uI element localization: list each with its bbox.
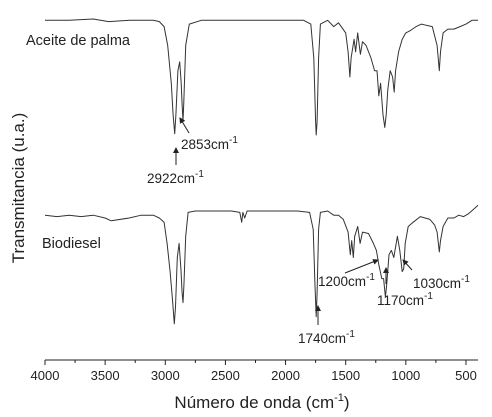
annotation-label-2922: 2922cm-1: [147, 169, 204, 186]
annotation-label-2853: 2853cm-1: [181, 135, 238, 152]
series-label-aceite-de-palma: Aceite de palma: [26, 33, 131, 49]
y-axis-title: Transmitancia (u.a.): [9, 113, 28, 264]
annotation-label-1200: 1200cm-1: [318, 272, 375, 289]
x-axis-title: Número de onda (cm-1): [174, 392, 349, 412]
annotation-1200: 1200cm-1: [318, 259, 379, 289]
series-line-biodiesel: [44, 204, 479, 325]
annotation-2922: 2922cm-1: [147, 147, 204, 186]
annotation-label-1170: 1170cm-1: [377, 291, 433, 308]
series-label-biodiesel: Biodiesel: [42, 236, 101, 252]
x-axis-ticks: 4000 3500 3000 2500 2000 1500 1000 500: [31, 360, 477, 383]
annotation-1740: 1740cm-1: [298, 305, 355, 346]
x-tick-label: 4000: [31, 368, 60, 383]
annotation-label-1030: 1030cm-1: [413, 274, 470, 291]
series-line-aceite-de-palma: [45, 18, 478, 136]
x-tick-label: 500: [455, 368, 477, 383]
x-tick-label: 1500: [331, 368, 360, 383]
annotation-2853: 2853cm-1: [179, 117, 238, 152]
annotation-arrow-2853: [179, 117, 190, 134]
x-tick-label: 3500: [91, 368, 120, 383]
series-layer: [44, 18, 479, 325]
annotation-arrow-1030: [402, 259, 413, 271]
x-axis: 4000 3500 3000 2500 2000 1500 1000 500: [31, 359, 478, 383]
x-tick-label: 2500: [211, 368, 240, 383]
x-tick-label: 3000: [151, 368, 180, 383]
annotation-arrow-1200: [344, 259, 379, 274]
x-tick-label: 2000: [271, 368, 300, 383]
x-tick-label: 1000: [391, 368, 420, 383]
annotation-1170: 1170cm-1: [377, 267, 433, 308]
annotation-1030: 1030cm-1: [402, 259, 470, 291]
annotation-label-1740: 1740cm-1: [298, 329, 355, 346]
